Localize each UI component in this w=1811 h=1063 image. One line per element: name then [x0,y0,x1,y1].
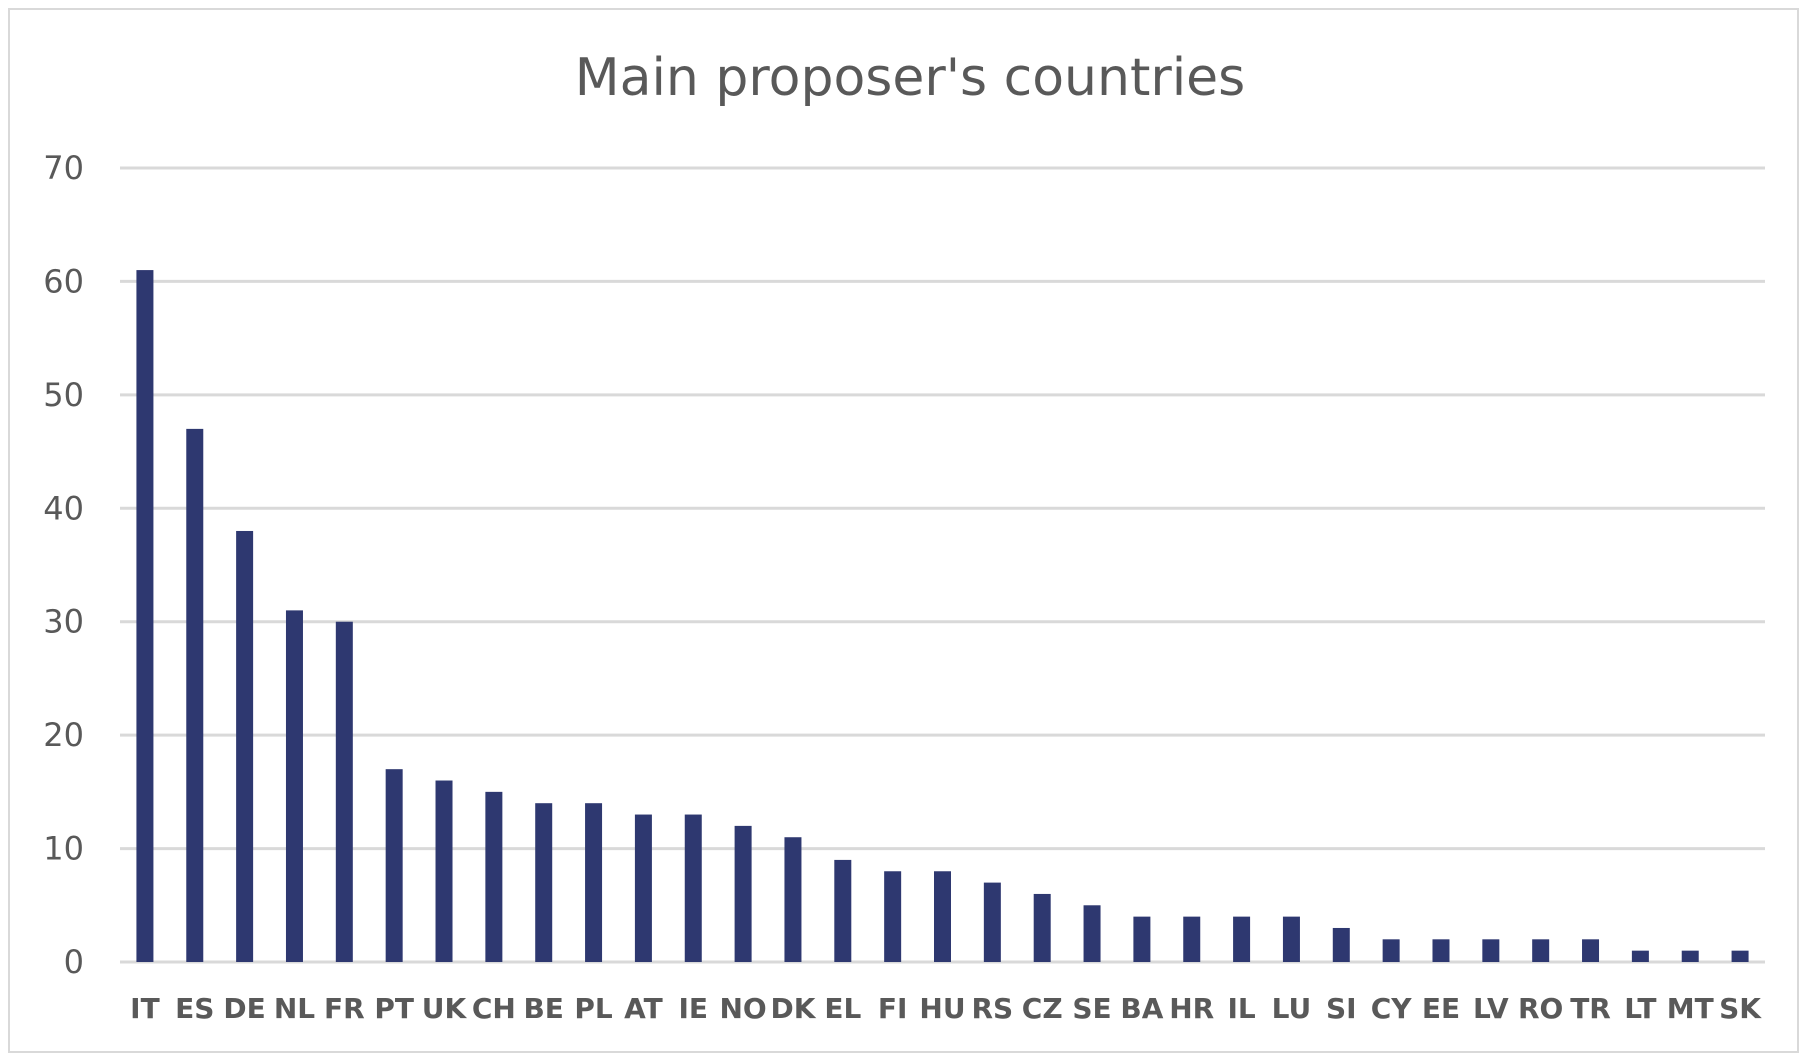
x-tick-label: BA [1120,992,1163,1025]
y-tick-label: 70 [43,149,84,187]
bar-nl [285,610,303,962]
bar-mt [1681,950,1699,962]
bar-it [136,270,154,963]
x-tick-label: PT [374,992,414,1025]
bar-ro [1532,939,1550,962]
bar-se [1083,905,1101,962]
x-tick-label: CY [1371,992,1413,1025]
bar-lu [1282,916,1300,962]
x-tick-label: SI [1326,992,1357,1025]
bar-fi [884,871,902,962]
bar-de [236,530,254,962]
bar-el [834,859,852,962]
x-tick-label: PL [574,992,613,1025]
bar-ie [684,814,702,962]
x-tick-label: IT [130,992,160,1025]
bar-cy [1382,939,1400,962]
bar-il [1233,916,1251,962]
x-tick-label: EL [824,992,861,1025]
x-tick-label: CZ [1022,992,1063,1025]
chart-frame [8,8,1799,1053]
bar-lv [1482,939,1500,962]
bar-at [634,814,652,962]
x-tick-label: AT [624,992,663,1025]
x-tick-label: LU [1272,992,1312,1025]
x-tick-label: LT [1624,992,1656,1025]
x-tick-label: TR [1570,992,1611,1025]
x-tick-label: FI [878,992,908,1025]
bar-sk [1731,950,1749,962]
x-tick-label: BE [523,992,563,1025]
x-tick-label: RS [971,992,1013,1025]
bar-pt [385,769,403,962]
y-tick-label: 10 [43,830,84,868]
bar-uk [435,780,453,962]
gridlines [120,166,1765,964]
x-tick-label: FR [324,992,365,1025]
y-tick-label: 0 [64,943,84,981]
bar-rs [983,882,1001,962]
y-axis-ticks: 0 10 20 30 40 50 60 70 [43,149,84,981]
bar-tr [1582,939,1600,962]
bar-si [1332,927,1350,962]
x-tick-label: DE [223,992,265,1025]
bar-cz [1033,893,1051,962]
bar-dk [784,837,802,962]
bar-ee [1432,939,1450,962]
y-tick-label: 20 [43,716,84,754]
bars [136,270,1749,963]
x-tick-label: RO [1518,992,1563,1025]
x-axis-ticks: IT ES DE NL FR PT UK CH BE PL AT IE NO DK EL FI HU RS CZ SE… [130,992,1762,1025]
bar-es [186,428,204,962]
x-tick-label: NO [719,992,766,1025]
bar-ba [1133,916,1151,962]
x-tick-label: ES [175,992,214,1025]
x-tick-label: HU [919,992,965,1025]
x-tick-label: LV [1473,992,1509,1025]
x-tick-label: SE [1072,992,1111,1025]
x-tick-label: CH [472,992,516,1025]
bar-hr [1183,916,1201,962]
y-tick-label: 60 [43,262,84,300]
bar-hu [934,871,951,962]
bar-be [535,803,553,962]
bar-fr [335,621,353,962]
x-tick-label: MT [1667,992,1714,1025]
x-tick-label: UK [422,992,468,1025]
bar-pl [585,803,603,962]
chart-title: Main proposer's countries [575,48,1246,108]
bar-ch [485,791,503,962]
y-tick-label: 40 [43,489,84,527]
bar-lt [1631,950,1649,962]
x-tick-label: SK [1719,992,1762,1025]
y-tick-label: 30 [43,603,84,641]
bar-no [734,825,752,962]
x-tick-label: DK [770,992,816,1025]
x-tick-label: IE [678,992,708,1025]
x-tick-label: HR [1169,992,1214,1025]
x-tick-label: IL [1227,992,1255,1025]
x-tick-label: NL [274,992,315,1025]
x-tick-label: EE [1422,992,1460,1025]
y-tick-label: 50 [43,376,84,414]
